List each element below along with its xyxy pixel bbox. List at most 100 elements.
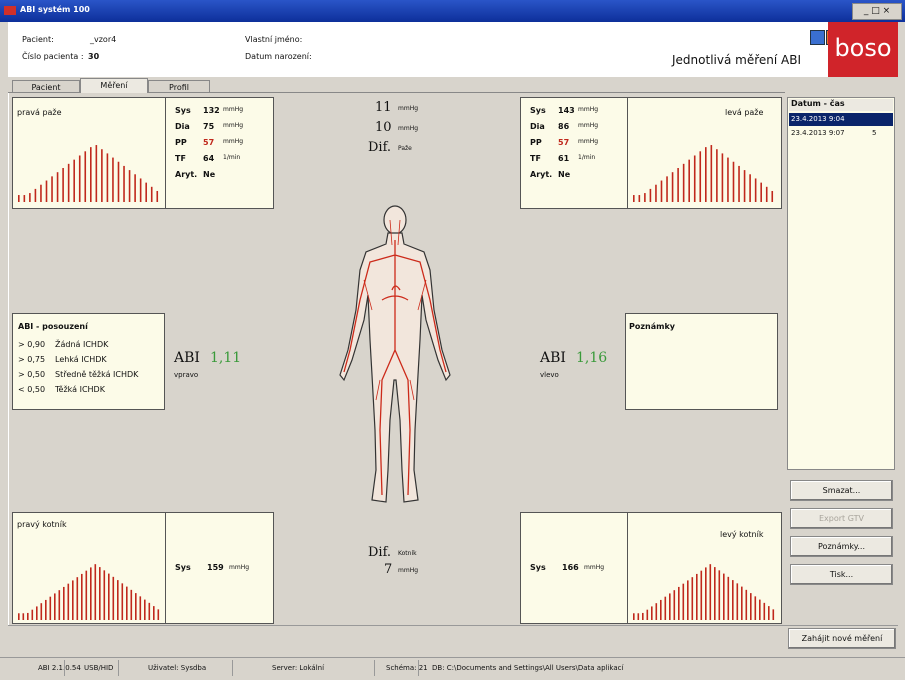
window-controls[interactable]: _ □ × [852, 3, 902, 20]
measure-label: TF [530, 154, 541, 163]
status-text: Schéma: 21 [386, 664, 428, 672]
pulse-bar [693, 155, 696, 202]
pulse-bar [157, 609, 160, 620]
list-date[interactable]: 23.4.2013 9:04 [791, 115, 845, 123]
pulse-bar [117, 580, 119, 620]
pulse-bar [95, 145, 98, 202]
patient-label: Pacient: [22, 35, 54, 44]
threshold-label: Žádná ICHDK [55, 340, 109, 349]
history-list[interactable] [787, 97, 895, 470]
pulse-bar [148, 602, 151, 620]
button[interactable]: Poznámky... [790, 536, 893, 557]
abi-label: ABI [540, 350, 566, 366]
pulse-bar [72, 580, 74, 620]
measure-label: PP [175, 138, 187, 147]
tab[interactable]: Pacient [12, 80, 80, 92]
measure-label: Dia [175, 122, 190, 131]
pulse-wave [633, 564, 775, 620]
pulse-bar [40, 603, 43, 620]
pulse-bar [144, 599, 146, 620]
measure-value: 143 [558, 106, 575, 115]
pulse-bar [669, 593, 671, 620]
measure-unit: mmHg [578, 106, 599, 113]
abi-side: vpravo [174, 371, 199, 379]
measure-label: Sys [530, 563, 546, 572]
pulse-bar [655, 184, 657, 202]
pulse-bar [716, 149, 718, 202]
number-value: 30 [88, 52, 100, 61]
measure-label: TF [175, 154, 186, 163]
list-count[interactable]: 5 [872, 129, 877, 137]
pulse-bar [34, 188, 37, 202]
panel-title: levý kotník [720, 530, 764, 539]
pulse-bar [710, 145, 713, 202]
pulse-bar [29, 193, 31, 202]
pulse-bar [714, 567, 716, 620]
tab[interactable]: Měření [80, 78, 148, 93]
pulse-bar [99, 567, 101, 620]
measure-value: 166 [562, 563, 579, 572]
panel-title: levá paže [725, 108, 764, 117]
pulse-bar [633, 195, 635, 202]
title-bar [0, 0, 905, 22]
measure-value: 86 [558, 122, 570, 131]
name-label: Vlastní jméno: [245, 35, 303, 44]
pulse-wave [633, 145, 774, 202]
pulse-bar [660, 599, 662, 620]
logo: boso [828, 22, 898, 77]
measure-label: Aryt. [175, 170, 198, 179]
measure-label: Sys [175, 563, 191, 572]
threshold: < 0,50 [18, 385, 46, 394]
pulse-bar [765, 186, 768, 202]
pulse-bar [112, 576, 115, 620]
window-title: ABI systém 100 [20, 5, 90, 14]
button[interactable]: Zahájit nové měření [788, 628, 896, 649]
button[interactable]: Tisk... [790, 564, 893, 585]
pulse-bar [771, 190, 774, 202]
measure-unit: mmHg [578, 138, 599, 145]
panel-divider [165, 512, 166, 624]
measure-value: 57 [203, 138, 215, 147]
pulse-bar [651, 606, 653, 620]
pulse-bar [673, 590, 676, 620]
status-bar [0, 657, 905, 680]
help-icon[interactable] [810, 30, 825, 45]
pulse-bar [145, 182, 147, 202]
notes-panel [625, 313, 778, 410]
ankle-panel [520, 512, 782, 624]
measure-value: 57 [558, 138, 570, 147]
list-date[interactable]: 23.4.2013 9:07 [791, 129, 845, 137]
pulse-bar [40, 184, 42, 202]
measure-unit: 1/min [578, 154, 596, 161]
pulse-bar [36, 606, 38, 620]
tab[interactable]: Profil [148, 80, 210, 92]
pulse-bar [638, 195, 641, 202]
pulse-bar [682, 163, 685, 202]
pulse-bar [27, 612, 29, 620]
pulse-wave [18, 145, 159, 202]
pulse-bar [642, 612, 644, 620]
pulse-bar [741, 586, 743, 620]
pulse-bar [45, 599, 47, 620]
pulse-bar [721, 153, 724, 202]
button[interactable]: Smazat... [790, 480, 893, 501]
status-divider [418, 660, 419, 676]
diff-sub: Paže [398, 145, 412, 152]
pulse-bar [743, 170, 746, 202]
pulse-bar [709, 564, 712, 620]
pulse-bar [649, 188, 652, 202]
pulse-bar [112, 157, 114, 202]
panel-divider [165, 97, 166, 209]
pulse-bar [637, 613, 640, 620]
pulse-bar [644, 193, 646, 202]
selected-row[interactable] [789, 113, 893, 126]
panel-title: pravý kotník [17, 520, 67, 529]
arm-panel [12, 97, 274, 209]
measure-unit: mmHg [223, 122, 244, 129]
pulse-bar [134, 174, 136, 202]
status-text: Server: Lokální [272, 664, 325, 672]
measure-label: Aryt. [530, 170, 553, 179]
diff-label: Dif. [368, 545, 392, 560]
pulse-bar [732, 580, 734, 620]
